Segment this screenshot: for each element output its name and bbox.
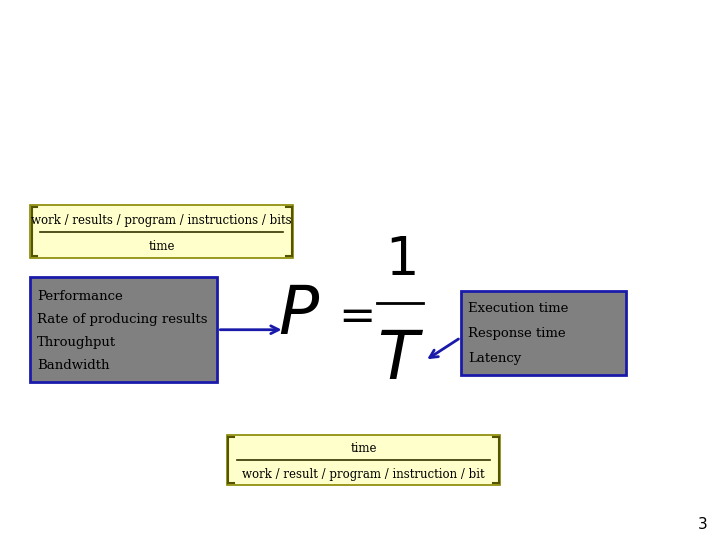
- Text: Response time: Response time: [468, 327, 565, 340]
- Text: time: time: [148, 240, 175, 253]
- FancyBboxPatch shape: [30, 206, 293, 258]
- Text: $1$: $1$: [385, 235, 415, 286]
- Text: work / result / program / instruction / bit: work / result / program / instruction / …: [243, 468, 485, 481]
- Text: $=$: $=$: [330, 294, 373, 337]
- Text: Execution time: Execution time: [468, 302, 568, 315]
- FancyBboxPatch shape: [30, 277, 217, 382]
- Text: $P$: $P$: [278, 283, 320, 348]
- Text: 3: 3: [698, 517, 708, 532]
- Text: Throughput: Throughput: [37, 336, 117, 349]
- Text: Rate of producing results: Rate of producing results: [37, 313, 208, 326]
- FancyBboxPatch shape: [461, 292, 626, 375]
- Text: $T$: $T$: [377, 328, 424, 393]
- Text: Quantitative Principles of Computer Design: Quantitative Principles of Computer Desi…: [13, 17, 695, 45]
- FancyBboxPatch shape: [227, 435, 500, 485]
- Text: Performance: Performance: [37, 289, 123, 302]
- Text: Latency: Latency: [468, 352, 521, 365]
- Text: work / results / program / instructions / bits: work / results / program / instructions …: [32, 214, 292, 227]
- Text: time: time: [351, 442, 377, 455]
- Text: Bandwidth: Bandwidth: [37, 359, 109, 372]
